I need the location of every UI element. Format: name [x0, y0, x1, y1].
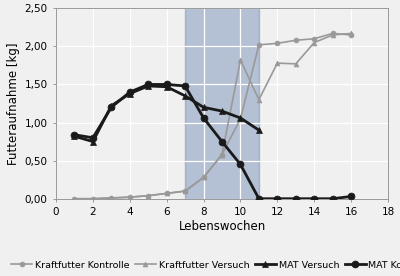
MAT Kontrolle	[109, 106, 114, 109]
MAT Kontrolle	[330, 197, 335, 200]
MAT Kontrolle	[72, 133, 77, 136]
MAT Versuch	[201, 106, 206, 109]
Kraftfutter Versuch	[275, 62, 280, 65]
MAT Kontrolle	[256, 197, 261, 200]
Line: MAT Versuch: MAT Versuch	[71, 83, 262, 145]
Kraftfutter Versuch	[164, 192, 169, 195]
Kraftfutter Versuch	[109, 196, 114, 200]
Line: Kraftfutter Versuch: Kraftfutter Versuch	[72, 31, 354, 201]
MAT Kontrolle	[146, 83, 151, 86]
Kraftfutter Kontrolle	[72, 197, 77, 200]
MAT Versuch	[146, 84, 151, 88]
Kraftfutter Versuch	[201, 176, 206, 179]
Kraftfutter Versuch	[127, 195, 132, 199]
MAT Kontrolle	[201, 116, 206, 120]
MAT Versuch	[72, 135, 77, 138]
Kraftfutter Kontrolle	[127, 195, 132, 199]
MAT Versuch	[109, 104, 114, 107]
MAT Kontrolle	[293, 197, 298, 200]
MAT Kontrolle	[90, 136, 95, 139]
MAT Kontrolle	[312, 197, 317, 200]
Kraftfutter Versuch	[220, 153, 224, 156]
MAT Versuch	[238, 116, 243, 120]
Kraftfutter Kontrolle	[349, 33, 354, 37]
MAT Kontrolle	[164, 83, 169, 86]
X-axis label: Lebenswochen: Lebenswochen	[178, 220, 266, 233]
Kraftfutter Kontrolle	[146, 194, 151, 197]
Kraftfutter Kontrolle	[90, 197, 95, 200]
MAT Versuch	[256, 129, 261, 132]
MAT Versuch	[183, 94, 188, 97]
Kraftfutter Kontrolle	[220, 153, 224, 156]
Kraftfutter Kontrolle	[109, 196, 114, 200]
Legend: Kraftfutter Kontrolle, Kraftfutter Versuch, MAT Versuch, MAT Kontrolle: Kraftfutter Kontrolle, Kraftfutter Versu…	[11, 261, 400, 270]
Kraftfutter Kontrolle	[238, 117, 243, 120]
Kraftfutter Versuch	[238, 59, 243, 62]
Kraftfutter Kontrolle	[312, 37, 317, 40]
Y-axis label: Futteraufnahme [kg]: Futteraufnahme [kg]	[7, 42, 20, 165]
MAT Versuch	[90, 140, 95, 143]
MAT Kontrolle	[349, 195, 354, 198]
Kraftfutter Kontrolle	[164, 192, 169, 195]
Kraftfutter Kontrolle	[275, 42, 280, 45]
MAT Versuch	[220, 110, 224, 113]
MAT Kontrolle	[220, 140, 224, 143]
Kraftfutter Versuch	[256, 98, 261, 101]
Kraftfutter Kontrolle	[183, 189, 188, 193]
MAT Kontrolle	[127, 91, 132, 94]
Kraftfutter Versuch	[72, 197, 77, 200]
Kraftfutter Versuch	[293, 62, 298, 65]
MAT Versuch	[164, 85, 169, 88]
Kraftfutter Versuch	[330, 33, 335, 37]
MAT Kontrolle	[275, 197, 280, 200]
MAT Kontrolle	[183, 84, 188, 88]
Kraftfutter Versuch	[349, 32, 354, 35]
Kraftfutter Kontrolle	[293, 39, 298, 42]
Kraftfutter Versuch	[146, 194, 151, 197]
Kraftfutter Kontrolle	[201, 176, 206, 179]
Bar	[185, 8, 259, 199]
Line: Kraftfutter Kontrolle: Kraftfutter Kontrolle	[72, 31, 354, 201]
Kraftfutter Versuch	[312, 41, 317, 44]
Kraftfutter Kontrolle	[256, 43, 261, 46]
Kraftfutter Versuch	[90, 197, 95, 200]
Line: MAT Kontrolle: MAT Kontrolle	[71, 81, 354, 202]
MAT Kontrolle	[238, 163, 243, 166]
Kraftfutter Versuch	[183, 189, 188, 193]
MAT Versuch	[127, 92, 132, 95]
Kraftfutter Kontrolle	[330, 32, 335, 35]
